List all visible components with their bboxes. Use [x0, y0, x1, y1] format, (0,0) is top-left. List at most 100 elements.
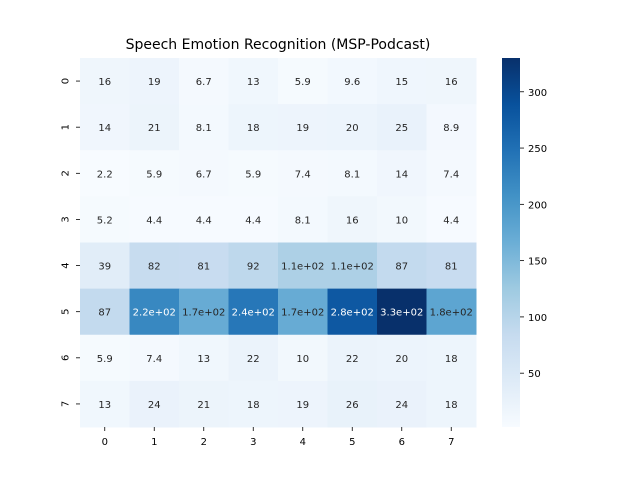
- heatmap-cell: [426, 104, 477, 151]
- heatmap-cell: [327, 150, 378, 197]
- heatmap-cell: [129, 104, 180, 151]
- heatmap-cell: [377, 196, 427, 243]
- heatmap-cell: [426, 150, 477, 197]
- y-tick-label: 1: [61, 124, 72, 130]
- cell-value-label: 19: [296, 400, 309, 411]
- cell-value-label: 4.4: [146, 215, 162, 226]
- heatmap-cell: [377, 380, 427, 428]
- cell-value-label: 5.9: [295, 77, 311, 88]
- x-tick-label: 2: [201, 437, 207, 448]
- cell-value-label: 10: [395, 215, 408, 226]
- cell-value-label: 87: [395, 262, 408, 273]
- cell-value-label: 2.2: [97, 169, 113, 180]
- cell-value-label: 14: [395, 169, 408, 180]
- cell-value-label: 13: [197, 354, 210, 365]
- heatmap-cell: [80, 58, 130, 105]
- colorbar-tick-label: 50: [528, 369, 541, 380]
- heatmap-cell: [327, 380, 378, 428]
- cell-value-label: 4.4: [443, 215, 459, 226]
- heatmap-cell: [228, 150, 279, 197]
- cell-value-label: 20: [395, 354, 408, 365]
- cell-value-label: 26: [346, 400, 359, 411]
- heatmap-cell: [228, 288, 279, 336]
- heatmap-cell: [129, 242, 180, 290]
- heatmap-cell: [278, 104, 328, 151]
- heatmap-cell: [80, 334, 130, 382]
- heatmap-cells: [80, 58, 477, 428]
- heatmap-cell: [278, 288, 328, 336]
- cell-value-label: 1.8e+02: [430, 308, 473, 319]
- colorbar-tick-label: 250: [528, 144, 547, 155]
- cell-value-label: 18: [445, 354, 458, 365]
- cell-value-label: 18: [247, 123, 260, 134]
- heatmap-cell: [179, 334, 229, 382]
- colorbar: [502, 58, 520, 427]
- heatmap-cell: [228, 104, 279, 151]
- heatmap-cell: [80, 242, 130, 290]
- heatmap-cell: [80, 104, 130, 151]
- cell-value-label: 8.9: [443, 123, 459, 134]
- y-tick-label: 0: [61, 78, 72, 84]
- cell-value-label: 3.3e+02: [380, 308, 423, 319]
- cell-value-label: 22: [247, 354, 260, 365]
- cell-value-label: 22: [346, 354, 359, 365]
- cell-value-label: 16: [346, 215, 359, 226]
- cell-value-label: 13: [98, 400, 111, 411]
- x-tick-label: 5: [349, 437, 355, 448]
- heatmap-cell: [278, 242, 328, 290]
- heatmap-cell: [179, 380, 229, 428]
- heatmap-cell: [228, 242, 279, 290]
- x-tick-label: 7: [448, 437, 454, 448]
- heatmap-cell: [426, 242, 477, 290]
- heatmap-cell: [327, 288, 378, 336]
- heatmap-cell: [377, 58, 427, 105]
- cell-value-label: 2.8e+02: [331, 308, 374, 319]
- cell-value-label: 5.2: [97, 215, 113, 226]
- cell-value-label: 18: [247, 400, 260, 411]
- cell-value-label: 1.1e+02: [281, 262, 324, 273]
- heatmap-cell: [129, 288, 180, 336]
- colorbar-tick-label: 150: [528, 257, 547, 268]
- cell-value-label: 2.2e+02: [133, 308, 176, 319]
- cell-value-label: 14: [98, 123, 111, 134]
- heatmap-cell: [80, 150, 130, 197]
- heatmap-cell: [228, 58, 279, 105]
- cell-value-label: 5.9: [245, 169, 261, 180]
- cell-value-label: 24: [148, 400, 161, 411]
- heatmap-cell: [426, 288, 477, 336]
- cell-value-label: 21: [148, 123, 161, 134]
- cell-value-label: 7.4: [146, 354, 162, 365]
- heatmap-cell: [179, 58, 229, 105]
- cell-value-label: 92: [247, 262, 260, 273]
- y-tick-label: 7: [61, 401, 72, 407]
- heatmap-cell: [179, 288, 229, 336]
- cell-value-label: 13: [247, 77, 260, 88]
- heatmap-cell: [179, 242, 229, 290]
- heatmap-cell: [278, 196, 328, 243]
- cell-value-label: 6.7: [196, 77, 212, 88]
- cell-value-label: 5.9: [146, 169, 162, 180]
- colorbar-tick-label: 300: [528, 88, 547, 99]
- cell-value-label: 15: [395, 77, 408, 88]
- x-axis: 0 1 2 3 4 5 6 7: [102, 427, 454, 448]
- colorbar-tick-label: 200: [528, 200, 547, 211]
- cell-value-label: 1.7e+02: [281, 308, 324, 319]
- heatmap-cell: [426, 334, 477, 382]
- colorbar-gradient: [502, 58, 520, 427]
- cell-value-label: 16: [98, 77, 111, 88]
- cell-value-label: 24: [395, 400, 408, 411]
- heatmap-cell: [327, 58, 378, 105]
- heatmap-cell-labels: 16 19 6.7 13 5.9 9.6 15 16 14 21 8.1 18 19 20 25 8.9 2.2…: [97, 77, 473, 411]
- heatmap-cell: [129, 334, 180, 382]
- heatmap-cell: [377, 150, 427, 197]
- colorbar-tick-label: 100: [528, 313, 547, 324]
- cell-value-label: 10: [296, 354, 309, 365]
- heatmap-cell: [426, 58, 477, 105]
- cell-value-label: 20: [346, 123, 359, 134]
- heatmap-cell: [327, 242, 378, 290]
- heatmap-cell: [80, 196, 130, 243]
- heatmap-cell: [327, 334, 378, 382]
- heatmap-cell: [179, 150, 229, 197]
- heatmap-cell: [278, 58, 328, 105]
- y-axis: 0 1 2 3 4 5 6 7: [61, 78, 80, 407]
